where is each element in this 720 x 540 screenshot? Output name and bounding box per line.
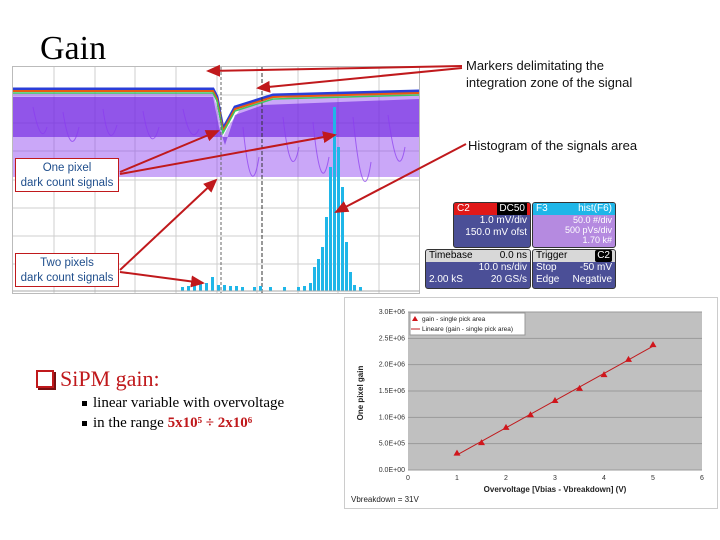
histogram-annotation: Histogram of the signals area bbox=[468, 138, 638, 153]
y-tick-label: 1.5E+06 bbox=[379, 388, 405, 395]
trigger-slope: Negative bbox=[572, 274, 612, 285]
x-tick-label: 0 bbox=[406, 475, 410, 482]
two-pixels-callout-line1: Two pixels bbox=[40, 257, 94, 269]
x-tick-label: 6 bbox=[700, 475, 704, 482]
square-bullet-icon bbox=[82, 401, 87, 407]
math-scale: 50.0 #/div bbox=[572, 215, 612, 225]
trigger-label: Trigger bbox=[536, 250, 568, 261]
legend-series-1: gain - single pick area bbox=[422, 316, 486, 323]
markers-annotation-line1: Markers delimitating the bbox=[466, 58, 604, 73]
chart-legend bbox=[409, 312, 526, 336]
bullet-item-prefix: in the range bbox=[93, 415, 168, 431]
gain-chart-svg: 0.0E+00 5.0E+05 1.0E+06 1.5E+06 2.0E+06 2.5E+… bbox=[351, 309, 704, 504]
two-pixels-callout-line2: dark count signals bbox=[20, 272, 114, 284]
sample-rate: 20 GS/s bbox=[490, 274, 527, 285]
sipm-gain-heading: SiPM gain: bbox=[36, 366, 160, 392]
math-pvs: 500 pVs/div bbox=[564, 225, 612, 235]
math-f3-panel[interactable]: F3 hist(F6) 50.0 #/div 500 pVs/div 1.70 k… bbox=[532, 202, 616, 248]
signal-area-histogram bbox=[181, 107, 362, 291]
sample-count: 2.00 kS bbox=[429, 274, 463, 285]
data-point bbox=[649, 341, 657, 348]
channel-label: C2 bbox=[457, 203, 470, 214]
y-tick-label: 5.0E+05 bbox=[379, 441, 405, 448]
channel-offset: 150.0 mV ofst bbox=[465, 227, 527, 238]
x-axis-label: Overvoltage [Vbias - Vbreakdown] (V) bbox=[484, 485, 627, 494]
two-pixels-callout: Two pixels dark count signals bbox=[15, 253, 119, 287]
y-axis-label: One pixel gain bbox=[356, 366, 365, 421]
x-tick-label: 4 bbox=[602, 475, 606, 482]
data-point bbox=[502, 423, 510, 430]
math-label: F3 bbox=[536, 203, 548, 214]
gain-range-value: 5x10⁵ ÷ 2x10⁶ bbox=[167, 415, 253, 431]
trigger-mode: Stop bbox=[536, 262, 557, 273]
checkbox-bullet-icon bbox=[36, 370, 54, 388]
markers-annotation: Markers delimitating the integration zon… bbox=[466, 57, 632, 91]
data-point bbox=[625, 355, 632, 362]
data-point bbox=[478, 439, 485, 446]
trigger-level: -50 mV bbox=[579, 262, 612, 273]
channel-c2-panel[interactable]: C2 DC50 1.0 mV/div 150.0 mV ofst bbox=[453, 202, 531, 248]
slide-title: Gain bbox=[40, 30, 107, 67]
timebase-panel[interactable]: Timebase 0.0 ns 10.0 ns/div 2.00 kS 20 GS/… bbox=[425, 249, 531, 289]
one-pixel-callout-line2: dark count signals bbox=[20, 177, 114, 189]
y-tick-label: 1.0E+06 bbox=[379, 414, 405, 421]
data-point bbox=[576, 384, 583, 391]
markers-annotation-line2: integration zone of the signal bbox=[466, 75, 633, 90]
breakdown-voltage-note: Vbreakdown = 31V bbox=[351, 495, 419, 504]
x-tick-label: 2 bbox=[504, 475, 508, 482]
bullet-item-text: linear variable with overvoltage bbox=[93, 395, 285, 411]
x-tick-label: 3 bbox=[553, 475, 557, 482]
bullet-item-linear: linear variable with overvoltage bbox=[82, 395, 284, 412]
trigger-panel[interactable]: Trigger C2 Stop -50 mV Edge Negative bbox=[532, 249, 616, 289]
x-tick-label: 5 bbox=[651, 475, 655, 482]
legend-series-2: Lineare (gain - single pick area) bbox=[422, 326, 513, 333]
timebase-label: Timebase bbox=[429, 250, 473, 261]
bullet-item-range: in the range 5x10⁵ ÷ 2x10⁶ bbox=[82, 415, 252, 432]
math-function: hist(F6) bbox=[578, 203, 612, 214]
data-point bbox=[527, 411, 534, 418]
triangle-marker-icon bbox=[412, 316, 418, 321]
data-point bbox=[600, 371, 608, 378]
data-point bbox=[551, 396, 559, 403]
one-pixel-callout-line1: One pixel bbox=[42, 162, 92, 174]
timebase-delay: 0.0 ns bbox=[499, 250, 527, 261]
trigger-source: C2 bbox=[595, 250, 612, 262]
y-tick-label: 3.0E+06 bbox=[379, 309, 405, 316]
x-tick-label: 1 bbox=[455, 475, 459, 482]
time-per-div: 10.0 ns/div bbox=[478, 262, 527, 273]
y-tick-label: 2.0E+06 bbox=[379, 362, 405, 369]
volts-per-div: 1.0 mV/div bbox=[479, 215, 527, 226]
one-pixel-callout: One pixel dark count signals bbox=[15, 158, 119, 192]
y-tick-label: 0.0E+00 bbox=[379, 467, 405, 474]
square-bullet-icon bbox=[82, 421, 87, 427]
gain-vs-overvoltage-chart: 0.0E+00 5.0E+05 1.0E+06 1.5E+06 2.0E+06 2.5E+… bbox=[344, 297, 718, 509]
math-count: 1.70 k# bbox=[582, 235, 612, 245]
sipm-gain-heading-text: SiPM gain: bbox=[60, 366, 160, 391]
data-point bbox=[453, 449, 461, 456]
y-tick-label: 2.5E+06 bbox=[379, 335, 405, 342]
trigger-type: Edge bbox=[536, 274, 560, 285]
coupling-badge: DC50 bbox=[497, 203, 527, 215]
